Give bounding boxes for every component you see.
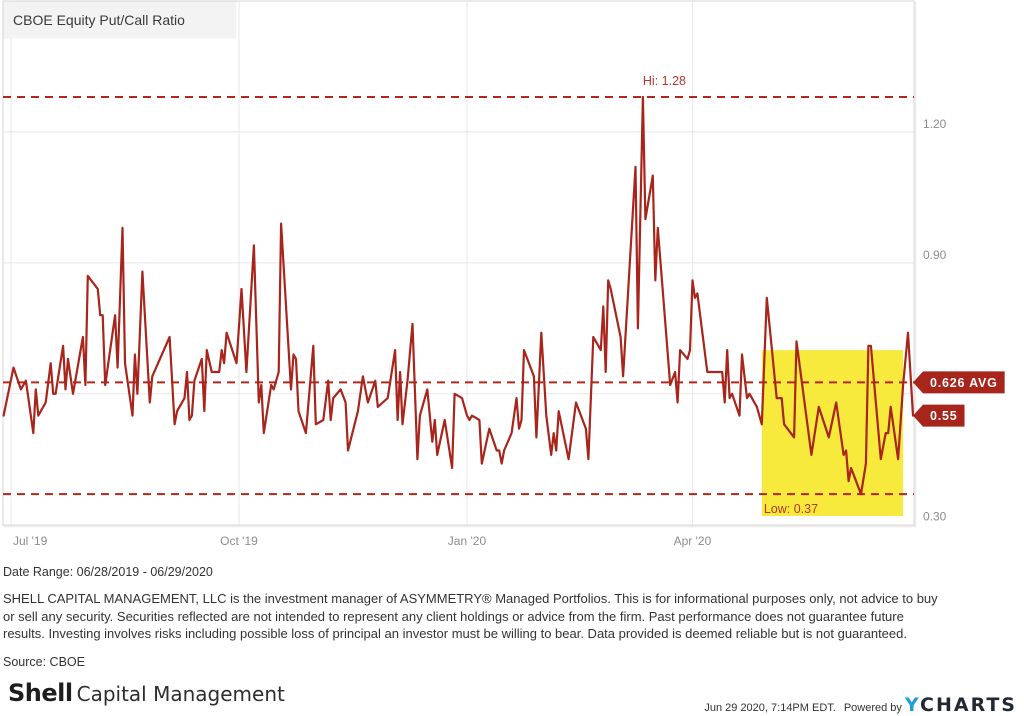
disclaimer: SHELL CAPITAL MANAGEMENT, LLC is the inv… bbox=[3, 590, 1021, 643]
last-value-tag: 0.55 bbox=[913, 404, 965, 427]
last-value-tag-label: 0.55 bbox=[930, 409, 958, 423]
chart-title: CBOE Equity Put/Call Ratio bbox=[13, 12, 185, 28]
powered-by-label: Powered by bbox=[843, 702, 902, 714]
y-tick-label: 1.20 bbox=[923, 117, 947, 131]
axis-labels-layer: Jul '19 Oct '19 Jan '20 Apr '20 1.20 0.90 0.30 bbox=[13, 117, 947, 548]
company-logo: Shell Capital Management bbox=[8, 679, 285, 707]
high-label: Hi: 1.28 bbox=[643, 74, 686, 88]
x-tick-label: Apr '20 bbox=[674, 534, 712, 548]
last-value-tag-shape bbox=[913, 404, 965, 427]
series-line bbox=[2, 95, 915, 496]
low-label: Low: 0.37 bbox=[764, 502, 818, 516]
credit-line: Jun 29 2020, 7:14PM EDT. Powered by YCHA… bbox=[704, 694, 1017, 716]
average-tag-label: 0.626 AVG bbox=[930, 376, 998, 390]
ycharts-logo: YCHARTS bbox=[905, 694, 1017, 716]
highlight-box bbox=[761, 350, 904, 516]
series-layer bbox=[2, 95, 915, 496]
source-note: Source: CBOE bbox=[3, 655, 85, 669]
chart: CBOE Equity Put/Call Ratio Hi: 1.28 Low:… bbox=[2, 0, 1005, 548]
disclaimer-line: SHELL CAPITAL MANAGEMENT, LLC is the inv… bbox=[3, 591, 938, 606]
title-box bbox=[3, 1, 237, 39]
highlight-layer bbox=[761, 350, 904, 516]
reference-lines-layer bbox=[3, 96, 914, 496]
disclaimer-line: or sell any security. Securities reflect… bbox=[3, 608, 904, 624]
y-tick-label: 0.90 bbox=[923, 248, 947, 262]
ycharts-logo-rest: CHARTS bbox=[920, 694, 1017, 716]
date-range: Date Range: 06/28/2019 - 06/29/2020 bbox=[3, 565, 213, 579]
average-tag-shape bbox=[913, 371, 1005, 394]
y-tick-label: 0.30 bbox=[923, 510, 947, 524]
company-logo-bold: Shell bbox=[8, 679, 73, 707]
ycharts-logo-y: Y bbox=[904, 694, 921, 716]
x-tick-label: Jul '19 bbox=[13, 534, 48, 548]
x-tick-label: Jan '20 bbox=[448, 534, 487, 548]
x-tick-label: Oct '19 bbox=[220, 534, 258, 548]
disclaimer-line: results. Investing involves risks includ… bbox=[3, 626, 907, 641]
average-tag: 0.626 AVG bbox=[913, 371, 1005, 394]
company-logo-rest: Capital Management bbox=[76, 682, 285, 706]
timestamp: Jun 29 2020, 7:14PM EDT. bbox=[704, 702, 836, 714]
